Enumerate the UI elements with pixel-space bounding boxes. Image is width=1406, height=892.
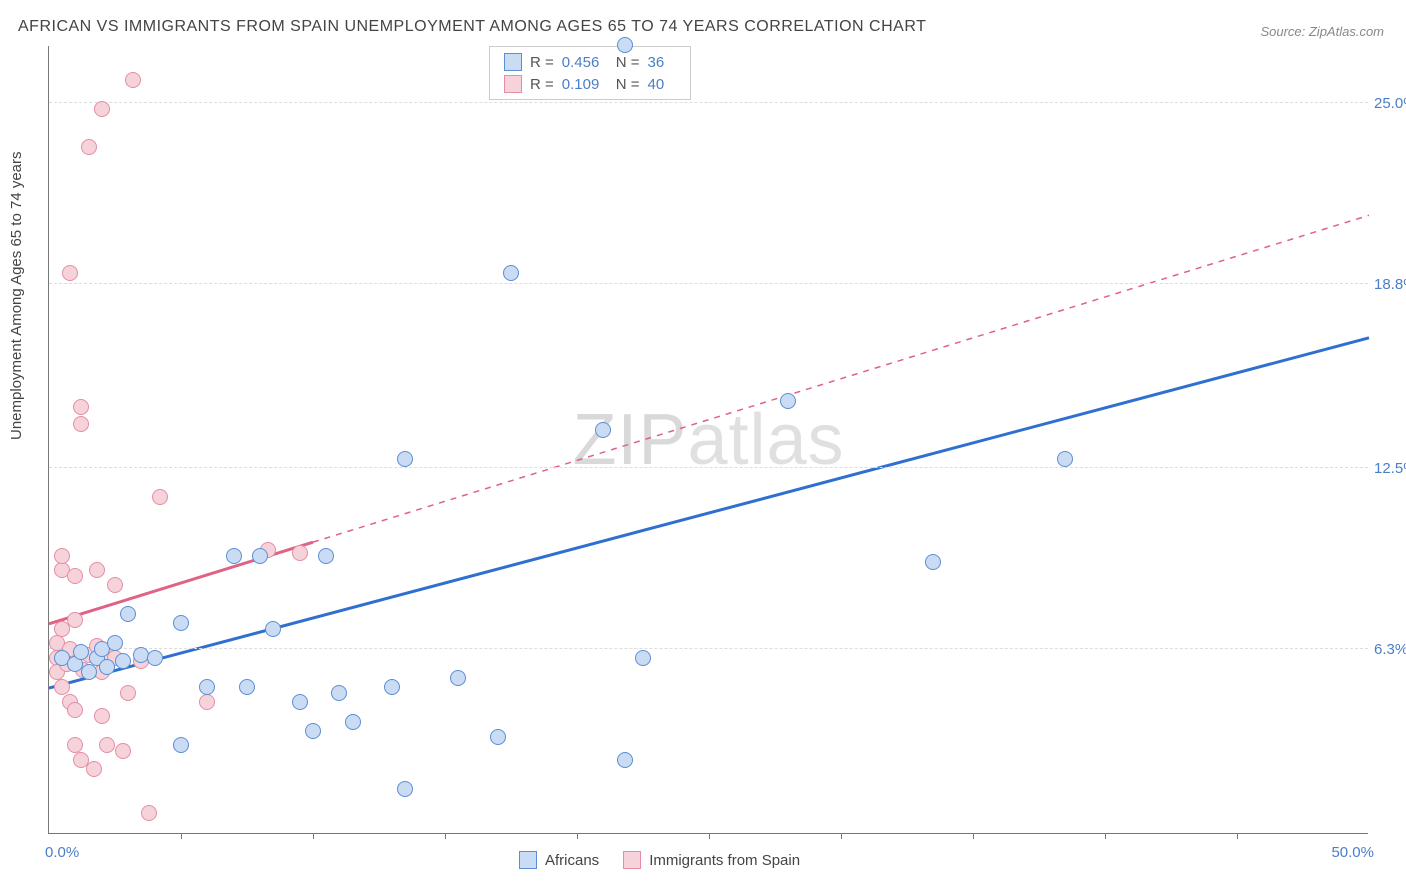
data-point [125, 72, 141, 88]
data-point [120, 606, 136, 622]
data-point [94, 708, 110, 724]
data-point [331, 685, 347, 701]
data-point [107, 577, 123, 593]
data-point [99, 737, 115, 753]
y-tick-label: 6.3% [1374, 641, 1406, 658]
r-label: R = [530, 76, 554, 93]
data-point [152, 489, 168, 505]
data-point [780, 393, 796, 409]
data-point [73, 644, 89, 660]
gridline [49, 102, 1368, 103]
data-point [147, 650, 163, 666]
x-tick [313, 833, 314, 839]
n-value-spain: 40 [648, 76, 676, 93]
x-tick [841, 833, 842, 839]
data-point [107, 635, 123, 651]
legend-label-africans: Africans [545, 852, 599, 869]
n-label: N = [616, 54, 640, 71]
legend-label-spain: Immigrants from Spain [649, 852, 800, 869]
data-point [345, 714, 361, 730]
data-point [318, 548, 334, 564]
stats-swatch-spain [504, 75, 522, 93]
data-point [199, 694, 215, 710]
n-value-africans: 36 [648, 54, 676, 71]
data-point [450, 670, 466, 686]
correlation-scatter-chart: ZIPatlas R = 0.456 N = 36 R = 0.109 N = … [48, 46, 1368, 834]
r-label: R = [530, 54, 554, 71]
data-point [397, 781, 413, 797]
stats-swatch-africans [504, 53, 522, 71]
trend-lines-layer [49, 46, 1368, 833]
chart-title: AFRICAN VS IMMIGRANTS FROM SPAIN UNEMPLO… [18, 18, 926, 36]
data-point [1057, 451, 1073, 467]
r-value-africans: 0.456 [562, 54, 608, 71]
gridline [49, 283, 1368, 284]
data-point [115, 653, 131, 669]
data-point [89, 562, 105, 578]
data-point [67, 568, 83, 584]
data-point [199, 679, 215, 695]
source-attribution: Source: ZipAtlas.com [1260, 24, 1384, 39]
data-point [120, 685, 136, 701]
data-point [99, 659, 115, 675]
x-tick [181, 833, 182, 839]
data-point [54, 679, 70, 695]
x-tick [709, 833, 710, 839]
y-tick-label: 25.0% [1374, 95, 1406, 112]
stats-legend-row: R = 0.109 N = 40 [490, 73, 690, 95]
data-point [617, 752, 633, 768]
legend-item-africans: Africans [519, 851, 599, 869]
data-point [81, 664, 97, 680]
data-point [115, 743, 131, 759]
data-point [67, 702, 83, 718]
data-point [265, 621, 281, 637]
gridline [49, 648, 1368, 649]
data-point [617, 37, 633, 53]
data-point [397, 451, 413, 467]
x-axis-max-label: 50.0% [1331, 844, 1374, 861]
x-tick [577, 833, 578, 839]
data-point [490, 729, 506, 745]
n-label: N = [616, 76, 640, 93]
series-legend: Africans Immigrants from Spain [519, 851, 800, 869]
legend-swatch-spain [623, 851, 641, 869]
data-point [62, 265, 78, 281]
x-tick [445, 833, 446, 839]
data-point [94, 101, 110, 117]
data-point [384, 679, 400, 695]
stats-legend: R = 0.456 N = 36 R = 0.109 N = 40 [489, 46, 691, 100]
r-value-spain: 0.109 [562, 76, 608, 93]
data-point [305, 723, 321, 739]
data-point [173, 615, 189, 631]
data-point [73, 416, 89, 432]
legend-item-spain: Immigrants from Spain [623, 851, 800, 869]
y-axis-label: Unemployment Among Ages 65 to 74 years [8, 151, 25, 440]
data-point [252, 548, 268, 564]
data-point [925, 554, 941, 570]
data-point [292, 545, 308, 561]
y-tick-label: 18.8% [1374, 276, 1406, 293]
data-point [67, 612, 83, 628]
data-point [73, 399, 89, 415]
x-axis-min-label: 0.0% [45, 844, 79, 861]
x-tick [973, 833, 974, 839]
stats-legend-row: R = 0.456 N = 36 [490, 51, 690, 73]
data-point [635, 650, 651, 666]
data-point [595, 422, 611, 438]
gridline [49, 467, 1368, 468]
legend-swatch-africans [519, 851, 537, 869]
x-tick [1237, 833, 1238, 839]
data-point [81, 139, 97, 155]
data-point [86, 761, 102, 777]
data-point [141, 805, 157, 821]
data-point [292, 694, 308, 710]
data-point [503, 265, 519, 281]
data-point [226, 548, 242, 564]
data-point [173, 737, 189, 753]
data-point [67, 737, 83, 753]
data-point [54, 548, 70, 564]
x-tick [1105, 833, 1106, 839]
y-tick-label: 12.5% [1374, 460, 1406, 477]
data-point [239, 679, 255, 695]
